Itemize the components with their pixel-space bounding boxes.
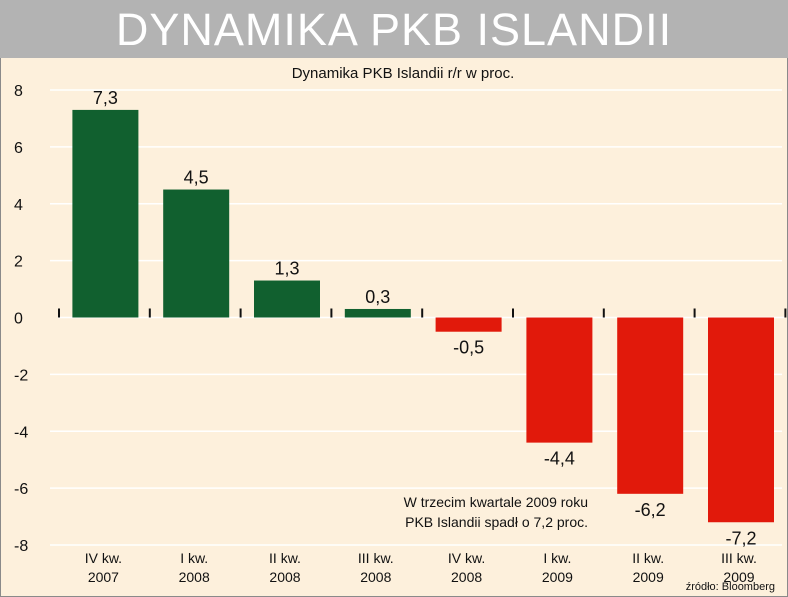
x-tick-label: IV kw. [85,550,122,566]
x-tick-label: 2009 [633,569,664,585]
y-tick-label: 8 [14,83,23,100]
x-tick-label: I kw. [543,550,571,566]
x-axis-ticks: IV kw. 2007 I kw. 2008 II kw. 2008 III kw. 2008… [85,550,757,585]
x-tick-label: II kw. [269,550,301,566]
data-label: 4,5 [184,168,209,188]
bar [254,280,320,318]
y-tick-label: 6 [14,140,23,157]
data-label: -4,4 [544,449,575,469]
data-label: -6,2 [635,500,666,520]
data-label: 0,3 [365,287,390,307]
data-label: 1,3 [274,259,299,279]
bar [708,317,774,523]
x-tick-label: IV kw. [448,550,485,566]
bar [526,317,593,443]
y-tick-label: -8 [14,538,28,555]
x-tick-label: II kw. [632,550,664,566]
title-bar: DYNAMIKA PKB ISLANDII [0,0,788,58]
x-tick-label: 2008 [451,569,482,585]
bar [163,189,230,318]
bar [72,109,139,318]
y-tick-label: 0 [14,311,23,328]
bars [72,109,774,523]
y-tick-label: 2 [14,254,23,271]
bar [344,308,411,318]
data-label: 7,3 [93,88,118,108]
x-tick-label: 2008 [269,569,300,585]
y-tick-label: 4 [14,197,23,214]
chart-subtitle: Dynamika PKB Islandii r/r w proc. [292,65,515,82]
annotation-line-1: W trzecim kwartale 2009 roku [404,494,588,510]
x-tick-label: 2008 [360,569,391,585]
bar [435,317,502,332]
data-label: -0,5 [453,338,484,358]
annotation-line-2: PKB Islandii spadł o 7,2 proc. [405,514,588,530]
x-tick-label: III kw. [358,550,394,566]
x-tick-label: 2009 [723,569,754,585]
page-title: DYNAMIKA PKB ISLANDII [115,3,673,55]
x-tick-label: 2008 [179,569,210,585]
y-axis-ticks: 8 6 4 2 0 -2 -4 -6 -8 [14,83,28,555]
x-tick-label: 2009 [542,569,573,585]
x-tick-label: III kw. [721,550,757,566]
y-tick-label: -4 [14,424,28,441]
y-tick-label: -2 [14,367,28,384]
annotation: W trzecim kwartale 2009 roku PKB Islandi… [404,494,588,530]
x-tick-label: I kw. [180,550,208,566]
source-note: źródło: Bloomberg [686,581,775,593]
data-label: -7,2 [725,528,756,548]
x-tick-label: 2007 [88,569,119,585]
bar [617,317,684,494]
y-tick-label: -6 [14,481,28,498]
data-labels: 7,3 4,5 1,3 0,3 -0,5 -4,4 -6,2 -7,2 [93,88,757,548]
